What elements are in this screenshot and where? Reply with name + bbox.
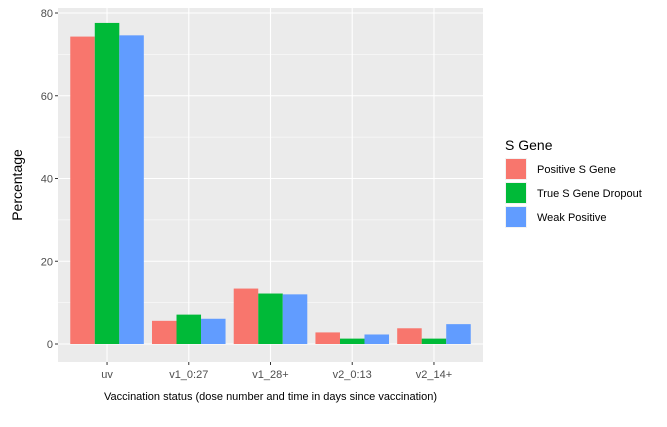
y-tick-label: 60 [41,91,53,103]
x-tick-label-v2-0-13: v2_0:13 [333,369,372,381]
bar-true-s-gene-dropout-v2-0-13 [339,338,365,344]
bar-positive-s-gene-v1-0-27 [151,320,177,344]
y-tick-label: 40 [41,174,53,186]
bar-true-s-gene-dropout-v2-14 [421,338,447,344]
legend-label-weak-positive: Weak Positive [537,212,607,224]
bar-group [70,22,471,345]
bar-weak-positive-v1-0-27 [201,318,226,344]
bar-true-s-gene-dropout-v1-0-27 [176,314,202,344]
legend-swatch-positive-s-gene [506,159,526,179]
y-tick-label: 80 [41,8,53,20]
bar-weak-positive-uv [119,35,144,344]
bar-positive-s-gene-uv [70,36,95,345]
bar-positive-s-gene-v1-28 [233,288,259,344]
bar-true-s-gene-dropout-v1-28 [258,293,283,344]
x-axis: uv v1_0:27 v1_28+ v2_0:13 v2_14+ [101,362,452,381]
y-tick-label: 0 [47,339,53,351]
legend-swatch-true-s-gene-dropout [506,183,526,203]
x-axis-title: Vaccination status (dose number and time… [104,391,437,403]
y-tick-label: 20 [41,256,53,268]
bar-weak-positive-v1-28 [282,294,308,344]
bar-weak-positive-v2-0-13 [364,334,390,344]
x-tick-label-v2-14: v2_14+ [416,369,452,381]
x-tick-label-v1-0-27: v1_0:27 [169,369,208,381]
legend-title: S Gene [505,137,553,153]
legend: S Gene Positive S Gene True S Gene Dropou… [505,137,642,228]
legend-label-true-s-gene-dropout: True S Gene Dropout [537,188,642,200]
legend-label-positive-s-gene: Positive S Gene [537,164,616,176]
bar-positive-s-gene-v2-14 [397,328,422,344]
x-tick-label-uv: uv [101,369,113,381]
legend-swatch-weak-positive [506,207,526,227]
bar-weak-positive-v2-14 [446,324,471,344]
y-axis: 0 20 40 60 80 [41,8,58,351]
bar-positive-s-gene-v2-0-13 [315,332,340,344]
bar-true-s-gene-dropout-uv [94,22,120,345]
y-axis-title: Percentage [9,149,25,221]
x-tick-label-v1-28: v1_28+ [252,369,288,381]
